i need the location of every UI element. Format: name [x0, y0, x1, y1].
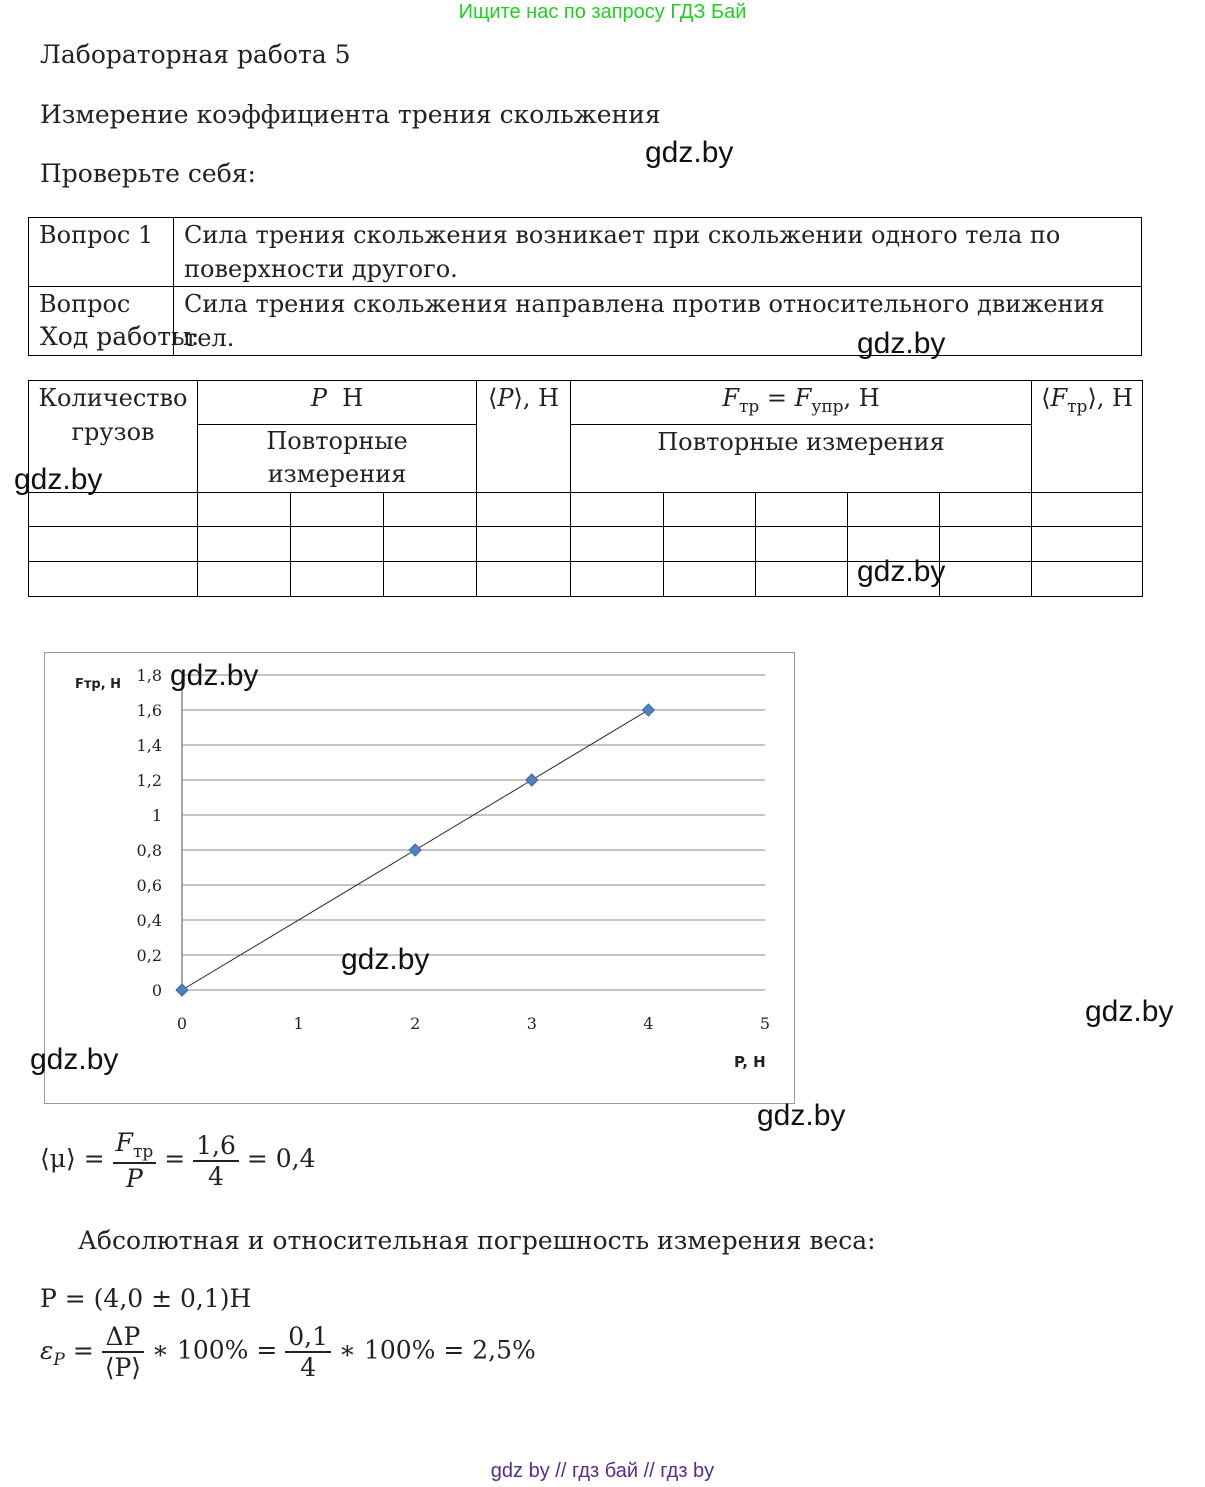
banner[interactable]: Ищите нас по запросу ГДЗ Бай: [458, 1, 747, 23]
y-tick-label: 0,8: [137, 841, 162, 860]
header-count: Количество грузов: [28, 380, 198, 493]
header-F-avg: ⟨Fтр⟩, Н: [1031, 380, 1144, 493]
formula-P: P = (4,0 ± 0,1)Н: [40, 1284, 252, 1313]
mu-result: = 0,4: [246, 1144, 316, 1173]
check-label: Проверьте себя:: [40, 159, 256, 188]
header-P: P Н: [196, 380, 478, 425]
watermark: gdz.by: [170, 659, 259, 692]
header-P-repeated: Повторные измерения: [196, 423, 478, 493]
eps-num2: 0,1: [285, 1322, 332, 1353]
table-row: [28, 491, 1144, 527]
y-tick-label: 0,2: [137, 946, 162, 965]
data-point: [641, 703, 656, 717]
measurements-table: Количество грузов P Н ⟨P⟩, Н Fтр = Fупр,…: [28, 380, 1144, 597]
error-text: Абсолютная и относительная погрешность и…: [78, 1226, 876, 1255]
y-tick-label: 1,6: [137, 701, 162, 720]
formula-mu: ⟨μ⟩ = Fтр P = 1,6 4 = 0,4: [40, 1128, 316, 1193]
y-tick-label: 1,2: [137, 771, 162, 790]
eps-mid: ∗ 100% =: [152, 1335, 278, 1365]
y-tick-label: 0,4: [137, 911, 162, 930]
watermark: gdz.by: [757, 1099, 846, 1132]
series-line: [181, 709, 649, 991]
watermark: gdz.by: [1085, 995, 1174, 1028]
formula-eps: εP = ΔP ⟨P⟩ ∗ 100% = 0,1 4 ∗ 100% = 2,5%: [40, 1322, 536, 1382]
progress-label: Ход работы:: [40, 322, 200, 351]
x-tick-label: 1: [294, 1014, 304, 1033]
x-tick-label: 3: [527, 1014, 537, 1033]
mu-den1: P: [126, 1164, 143, 1193]
chart-frame: [44, 652, 795, 1104]
watermark: gdz.by: [645, 136, 734, 169]
eps-lhs: εP =: [40, 1335, 94, 1370]
table-row: [28, 525, 1144, 562]
eps-den2: 4: [300, 1353, 317, 1382]
mu-lhs: ⟨μ⟩ =: [40, 1144, 105, 1173]
title: Лабораторная работа 5: [40, 40, 351, 69]
y-tick-label: 0,6: [137, 876, 162, 895]
data-point: [175, 983, 189, 997]
friction-chart: 00,20,40,60,811,21,41,61,80 1 2 3 4 5 Fтр, Н …: [44, 652, 795, 1104]
watermark: gdz.by: [857, 327, 946, 360]
table-row: [28, 560, 1144, 597]
questions-table: Вопрос 1 Сила трения скольжения возникает…: [28, 217, 1142, 356]
subtitle: Измерение коэффициента трения скольжения: [40, 100, 661, 129]
header-F: Fтр = Fупр, Н: [570, 380, 1033, 425]
x-tick-label: 4: [643, 1014, 653, 1033]
y-tick-label: 1: [152, 806, 162, 825]
header-F-repeated: Повторные измерения: [570, 423, 1033, 493]
question-answer: Сила трения скольжения направлена против…: [173, 286, 1142, 356]
eps-num1: ΔP: [101, 1322, 145, 1353]
y-tick-label: 1,4: [137, 736, 162, 755]
x-tick-label: 5: [760, 1014, 770, 1033]
eps-den1: ⟨P⟩: [104, 1353, 142, 1382]
x-axis-label: P, Н: [734, 1053, 766, 1071]
watermark: gdz.by: [341, 943, 430, 976]
x-tick-label: 2: [410, 1014, 420, 1033]
eps-result: ∗ 100% = 2,5%: [339, 1335, 536, 1365]
mu-num1: Fтр: [112, 1128, 157, 1164]
y-axis-label: Fтр, Н: [75, 677, 121, 692]
data-point: [525, 773, 539, 787]
mu-den2: 4: [208, 1161, 224, 1191]
header-P-avg: ⟨P⟩, Н: [476, 380, 572, 493]
question-answer: Сила трения скольжения возникает при ско…: [173, 217, 1142, 287]
y-tick-label: 0: [152, 981, 162, 1000]
data-point: [408, 843, 422, 857]
watermark: gdz.by: [30, 1043, 119, 1076]
question-label: Вопрос 1: [28, 217, 174, 287]
y-tick-label: 1,8: [137, 666, 162, 685]
question-label: Вопрос: [28, 286, 174, 356]
x-tick-label: 0: [177, 1014, 187, 1033]
watermark: gdz.by: [14, 463, 103, 496]
footer-links[interactable]: gdz by // гдз бай // гдз by: [490, 1460, 715, 1482]
watermark: gdz.by: [857, 555, 946, 588]
mu-num2: 1,6: [193, 1131, 239, 1162]
